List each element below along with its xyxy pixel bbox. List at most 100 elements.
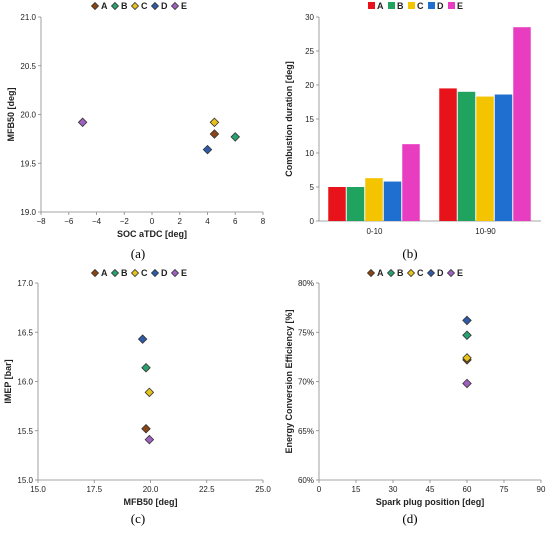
x-tick-label: 17.5 xyxy=(86,485,102,494)
y-tick-label: 20.5 xyxy=(20,62,36,71)
legend-A-label: A xyxy=(377,1,384,11)
legend-D-label: D xyxy=(437,1,444,11)
bar-B-10-90 xyxy=(457,91,476,221)
legend-E-label: E xyxy=(457,1,463,11)
x-tick-label: 15 xyxy=(352,485,361,494)
data-point-A xyxy=(209,129,220,139)
y-tick-label: 10 xyxy=(305,149,314,158)
data-point-D xyxy=(137,334,148,344)
legend-C-label: C xyxy=(141,268,148,278)
data-point-B xyxy=(141,362,151,373)
legend-B-label: B xyxy=(121,268,128,278)
legend-E-label: E xyxy=(181,268,187,278)
legend-A-label: A xyxy=(377,268,384,278)
data-point-E xyxy=(77,117,88,128)
legend-C-marker xyxy=(130,268,140,278)
panel-label: (a) xyxy=(131,246,145,261)
legend-B-marker xyxy=(110,268,120,278)
legend-A-marker xyxy=(366,268,376,278)
bar-B-0-10 xyxy=(346,187,365,221)
data-point-B xyxy=(462,330,472,340)
y-tick-label: 20.0 xyxy=(20,111,36,120)
x-tick-label: −6 xyxy=(64,217,74,226)
y-axis-title: IMEP [bar] xyxy=(3,359,13,403)
data-point-E xyxy=(144,434,155,445)
y-tick-label: 15 xyxy=(305,115,314,124)
legend-C-label: C xyxy=(417,268,424,278)
legend-D-marker xyxy=(426,268,436,278)
y-tick-label: 15.0 xyxy=(17,476,33,485)
data-point-A xyxy=(141,424,151,434)
bar-D-10-90 xyxy=(494,94,513,221)
panel-label: (d) xyxy=(402,511,417,526)
data-point-D xyxy=(202,144,213,155)
x-axis-title: MFB50 [deg] xyxy=(124,497,178,507)
legend-E-label: E xyxy=(457,268,463,278)
chart-panel-a: −8 −6 −4 −2 0 2 4 6 8 19.0 19.5 20.0 20.5 21.0 SOC aTD… xyxy=(6,1,266,261)
legend-D-marker xyxy=(150,1,160,11)
legend-C-label: C xyxy=(141,1,148,11)
x-category-label: 0-10 xyxy=(366,227,383,236)
legend-B-label: B xyxy=(121,1,128,11)
x-tick-label: −2 xyxy=(120,217,130,226)
x-tick-label: 6 xyxy=(233,217,238,226)
y-tick-label: 17.0 xyxy=(17,279,33,288)
data-point-C xyxy=(462,353,472,363)
y-tick-label: 15.5 xyxy=(17,427,33,436)
bar-C-0-10 xyxy=(365,178,383,221)
y-tick-label: 0 xyxy=(310,217,315,226)
bar-C-10-90 xyxy=(476,96,494,221)
x-tick-label: −8 xyxy=(36,217,46,226)
y-tick-label: 5 xyxy=(310,183,315,192)
legend-D-label: D xyxy=(161,1,168,11)
legend-C-swatch xyxy=(408,2,415,9)
x-tick-label: 25.0 xyxy=(255,485,271,494)
legend-A-label: A xyxy=(101,268,108,278)
x-tick-label: 22.5 xyxy=(199,485,215,494)
data-point-C xyxy=(209,117,220,128)
data-point-B xyxy=(230,132,241,142)
legend-A-marker xyxy=(90,268,100,278)
chart-panel-c: 15.0 17.5 20.0 22.5 25.0 15.0 15.5 16.0 16.5 17.0… xyxy=(3,268,271,526)
chart-panel-d: 0 15 30 45 60 75 90 60% 65% 70% 75% 80% Spark plug p… xyxy=(284,268,546,526)
y-tick-label: 30 xyxy=(305,13,314,22)
y-tick-label: 60% xyxy=(298,476,314,485)
bar-E-0-10 xyxy=(402,144,420,221)
x-tick-label: 90 xyxy=(537,485,546,494)
legend-E-marker xyxy=(170,1,180,11)
legend-B-swatch xyxy=(388,2,395,9)
x-tick-label: −4 xyxy=(92,217,102,226)
y-tick-label: 75% xyxy=(298,328,314,337)
y-tick-label: 19.5 xyxy=(20,159,36,168)
legend-B-label: B xyxy=(397,268,404,278)
legend-A-label: A xyxy=(101,1,108,11)
data-point-D xyxy=(462,315,472,326)
x-tick-label: 60 xyxy=(463,485,472,494)
y-tick-label: 65% xyxy=(298,427,314,436)
legend-E-marker xyxy=(170,268,180,278)
x-axis-title: Spark plug position [deg] xyxy=(376,497,485,507)
legend-E-label: E xyxy=(181,1,187,11)
legend-B-label: B xyxy=(397,1,404,11)
x-tick-label: 30 xyxy=(389,485,398,494)
x-tick-label: 0 xyxy=(317,485,322,494)
legend-B-marker xyxy=(110,1,120,11)
y-axis-title: Energy Conversion Efficiency [%] xyxy=(284,309,294,453)
legend-A-marker xyxy=(90,1,100,11)
x-tick-label: 0 xyxy=(150,217,155,226)
y-tick-label: 19.0 xyxy=(20,208,36,217)
x-tick-label: 4 xyxy=(205,217,210,226)
panel-label: (b) xyxy=(402,246,417,261)
x-tick-label: 15.0 xyxy=(30,485,46,494)
y-tick-label: 70% xyxy=(298,378,314,387)
panel-label: (c) xyxy=(131,511,145,526)
x-tick-label: 2 xyxy=(178,217,183,226)
x-category-label: 10-90 xyxy=(475,227,496,236)
y-tick-label: 16.5 xyxy=(17,328,33,337)
y-tick-label: 21.0 xyxy=(20,13,36,22)
legend-D-swatch xyxy=(428,2,435,9)
x-tick-label: 75 xyxy=(500,485,509,494)
bar-A-0-10 xyxy=(328,187,346,221)
legend-E-marker xyxy=(446,268,456,278)
